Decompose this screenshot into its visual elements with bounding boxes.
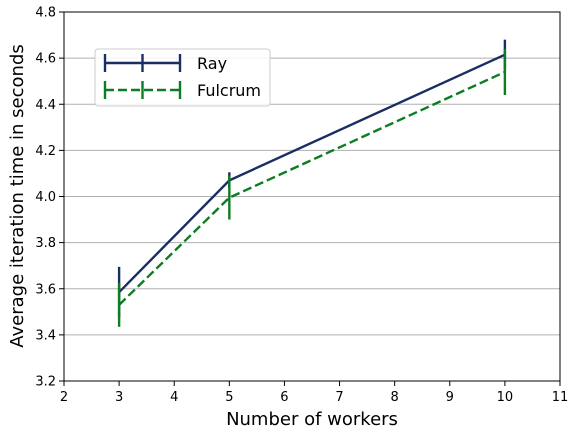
x-tick-label: 10 <box>497 390 514 405</box>
x-tick-label: 8 <box>391 390 399 405</box>
series-layer <box>117 39 507 327</box>
x-tick-label: 5 <box>225 390 233 405</box>
series-line-fulcrum <box>118 70 506 306</box>
y-tick-label: 4.4 <box>35 98 56 113</box>
y-tick-label: 4.2 <box>35 144 56 159</box>
legend-label-fulcrum: Fulcrum <box>197 81 261 100</box>
x-tick-label: 11 <box>552 390 569 405</box>
x-tick-label: 2 <box>60 390 68 405</box>
legend: Ray Fulcrum <box>94 48 271 107</box>
legend-label-ray: Ray <box>197 54 227 73</box>
y-tick-label: 3.8 <box>35 236 56 251</box>
y-tick-label: 3.6 <box>35 282 56 297</box>
y-axis-title: Average iteration time in seconds <box>7 44 28 348</box>
y-tick-label: 3.2 <box>35 375 56 390</box>
y-tick-label: 4.6 <box>35 52 56 67</box>
y-tick-label: 4.8 <box>35 6 56 21</box>
x-axis-title: Number of workers <box>226 409 398 429</box>
x-axis: 2 3 4 5 6 7 8 9 10 11 <box>60 381 568 405</box>
y-axis: 3.2 3.4 3.6 3.8 4.0 4.2 4.4 4.6 4.8 <box>35 6 64 390</box>
x-tick-label: 9 <box>446 390 454 405</box>
x-tick-label: 4 <box>170 390 178 405</box>
y-tick-label: 3.4 <box>35 328 56 343</box>
x-tick-label: 6 <box>280 390 288 405</box>
y-tick-label: 4.0 <box>35 190 56 205</box>
x-tick-label: 7 <box>335 390 343 405</box>
x-tick-label: 3 <box>115 390 123 405</box>
